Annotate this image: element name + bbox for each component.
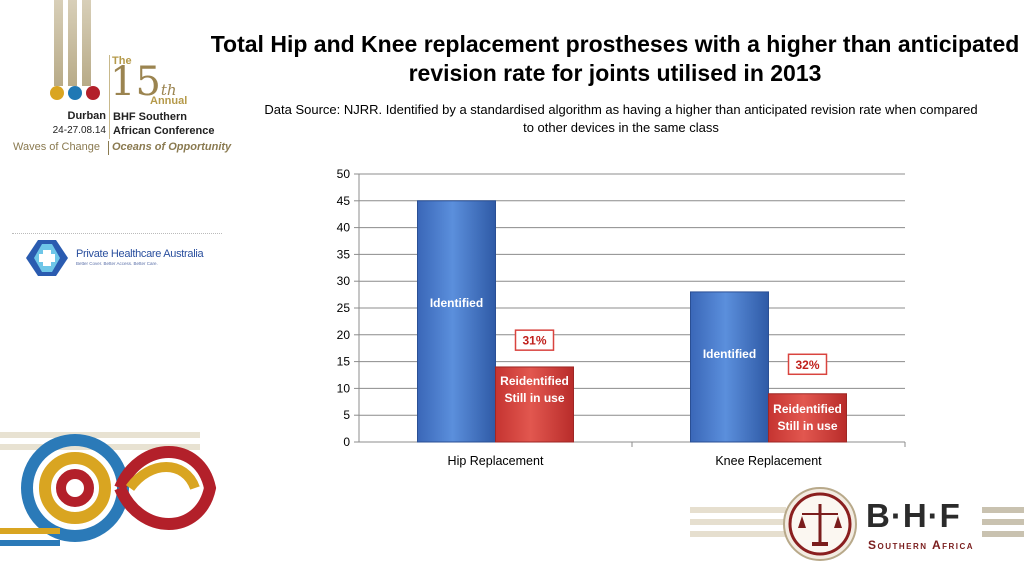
y-tick-label: 20 <box>337 328 351 342</box>
wave-swirl-graphic <box>0 432 217 546</box>
percent-annotation-box <box>514 329 555 351</box>
y-tick-label: 15 <box>337 355 351 369</box>
y-tick-label: 0 <box>343 435 350 449</box>
conference-dates: 24-27.08.14 <box>52 125 106 136</box>
bhf-scales-icon <box>783 487 857 561</box>
conference-tagline-left: Waves of Change <box>13 141 101 153</box>
dotted-divider <box>12 233 222 234</box>
revision-rate-bar-chart: 0 5 10 15 20 25 30 35 40 45 50 Hip Replacement Iden… <box>337 167 906 468</box>
reidentified-bar <box>768 393 847 443</box>
bar-data-label: Reidentified <box>773 402 842 416</box>
conference-the: The <box>112 55 132 67</box>
percent-annotation-box <box>787 353 828 376</box>
bar-data-label: Identified <box>703 347 756 361</box>
x-category-label: Hip Replacement <box>448 454 544 468</box>
red-dot <box>86 86 100 100</box>
conference-name-line1: BHF Southern <box>113 111 187 123</box>
conference-tagline-right: Oceans of Opportunity <box>112 141 232 153</box>
blue-dot <box>68 86 82 100</box>
percent-annotation-label: 31% <box>522 334 546 348</box>
x-category-label: Knee Replacement <box>715 454 822 468</box>
identified-bar <box>690 291 769 443</box>
conference-annual: Annual <box>150 95 188 107</box>
yellow-dot <box>50 86 64 100</box>
conference-name-line2: African Conference <box>113 125 215 137</box>
conference-edition: 15th <box>110 59 177 105</box>
pha-cross-icon <box>26 240 68 276</box>
tagline-separator <box>108 141 109 155</box>
pha-tagline: Better Cover. Better Access. Better Care… <box>76 261 158 266</box>
y-tick-label: 10 <box>337 381 351 395</box>
y-tick-label: 35 <box>337 247 351 261</box>
y-tick-label: 5 <box>343 408 350 422</box>
bhf-letters: B·H·F <box>866 497 961 534</box>
slide-title: Total Hip and Knee replacement prosthese… <box>210 31 1020 86</box>
y-tick-label: 45 <box>337 194 351 208</box>
bar-data-label: Still in use <box>777 419 837 433</box>
bar-data-label: Identified <box>430 296 483 310</box>
conference-logo-bars <box>44 0 104 90</box>
bhf-stripes-graphic <box>690 507 1024 537</box>
conference-city: Durban <box>67 110 107 122</box>
y-tick-label: 30 <box>337 274 351 288</box>
conference-divider <box>109 55 110 139</box>
reidentified-bar <box>495 366 574 443</box>
y-tick-label: 40 <box>337 221 351 235</box>
slide-subtitle: Data Source: NJRR. Identified by a stand… <box>264 102 978 135</box>
bar-data-label: Still in use <box>504 391 564 405</box>
identified-bar <box>417 200 496 443</box>
pha-name: Private Healthcare Australia <box>76 248 204 260</box>
percent-annotation-label: 32% <box>795 358 819 372</box>
bhf-subtitle: Southern Africa <box>868 538 975 552</box>
y-tick-label: 25 <box>337 301 351 315</box>
bar-data-label: Reidentified <box>500 374 569 388</box>
y-tick-label: 50 <box>337 167 351 181</box>
